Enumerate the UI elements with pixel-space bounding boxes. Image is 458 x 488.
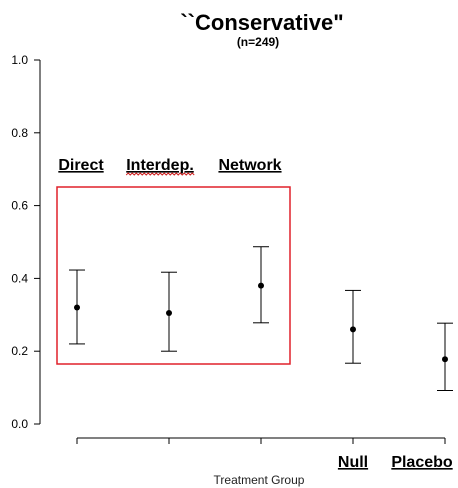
group-label-4: Placebo	[391, 454, 453, 471]
y-tick-label: 0.4	[11, 271, 28, 285]
group-label-0: Direct	[58, 157, 104, 174]
chart-title: ``Conservative"	[180, 10, 343, 35]
x-axis-ticks	[77, 438, 445, 444]
x-axis-label: Treatment Group	[214, 473, 305, 487]
y-tick-label: 0.8	[11, 126, 28, 140]
y-tick-label: 1.0	[11, 53, 28, 67]
chart-subtitle: (n=249)	[237, 35, 279, 49]
error-bars	[69, 247, 453, 391]
point-estimate-1	[166, 310, 172, 316]
y-tick-label: 0.0	[11, 417, 28, 431]
point-estimate-0	[74, 305, 80, 311]
spellcheck-underline	[126, 173, 194, 175]
y-axis-ticks: 0.0 0.2 0.4 0.6 0.8 1.0	[11, 53, 40, 431]
group-label-3: Null	[338, 454, 368, 471]
group-labels: Direct Interdep. Network Null Placebo	[58, 157, 453, 471]
y-tick-label: 0.2	[11, 344, 28, 358]
point-estimate-4	[442, 356, 448, 362]
group-label-1: Interdep.	[126, 157, 194, 174]
highlight-box	[57, 187, 290, 364]
point-estimate-2	[258, 283, 264, 289]
group-label-2: Network	[218, 157, 281, 174]
y-tick-label: 0.6	[11, 199, 28, 213]
point-estimate-3	[350, 326, 356, 332]
